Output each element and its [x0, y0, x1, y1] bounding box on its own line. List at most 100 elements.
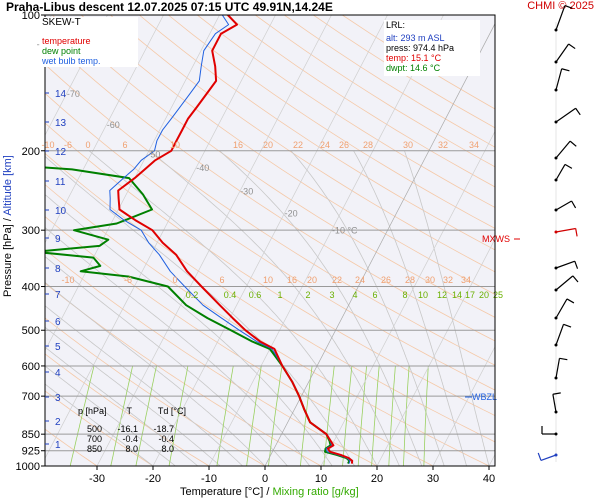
isotherm	[45, 15, 276, 460]
dry-adiabat	[45, 35, 495, 342]
dry-adiabat-label: 20	[263, 140, 273, 150]
mixing-ratio-line	[69, 365, 95, 466]
dry-adiabat	[45, 63, 495, 366]
dry-adiabat-label: -10	[61, 275, 74, 285]
copyright: CHMI © 2025	[527, 0, 594, 12]
table-cell-td: -18.7	[153, 424, 174, 434]
wbzl-marker: WBZL	[472, 392, 497, 402]
y-axis-label: Pressure [hPa] / Altitude [km]	[2, 155, 14, 297]
dry-adiabat-label: 6	[122, 140, 127, 150]
wind-barb-dot	[554, 376, 558, 380]
temperature-curve	[117, 15, 354, 464]
wind-barb-flag	[572, 275, 579, 283]
wind-barb	[555, 43, 570, 63]
y-axis-label-separator: /	[2, 218, 14, 222]
table-cell-td: -0.4	[158, 434, 174, 444]
wind-barb-flag	[552, 392, 561, 395]
wind-barb	[555, 107, 577, 123]
dry-adiabat-label: -6	[124, 275, 132, 285]
y-axis-label-altitude: Altitude [km]	[2, 155, 14, 216]
mixing-ratio-label: 3	[329, 290, 334, 300]
dry-adiabat	[51, 15, 495, 318]
pressure-tick-label: 850	[22, 429, 40, 441]
mixing-ratio-label: 0.2	[186, 290, 199, 300]
dry-adiabat-label: 24	[320, 140, 330, 150]
dry-adiabat-label: 16	[233, 140, 243, 150]
plot-frame	[44, 14, 496, 467]
table-cell-t: -16.1	[117, 424, 138, 434]
dry-adiabat-label: 26	[339, 140, 349, 150]
isotherm-label: -60	[107, 120, 120, 130]
dry-adiabat-label: 34	[461, 275, 471, 285]
wind-barb-flag	[568, 43, 576, 50]
wind-barb	[555, 227, 576, 233]
dry-adiabat-label: 28	[363, 140, 373, 150]
mixing-ratio-line	[371, 365, 380, 466]
mixing-ratio-label: 10	[418, 290, 428, 300]
lrl-title: LRL:	[386, 20, 406, 30]
table-cell-t: -0.4	[122, 434, 138, 444]
altitude-tick-label: 2	[55, 417, 61, 428]
dry-adiabat-label: 26	[381, 275, 391, 285]
temperature-tick-label: 0	[262, 473, 268, 485]
x-axis-label-temperature: Temperature [°C]	[180, 486, 264, 498]
table-row: 500 -16.1 -18.7	[84, 424, 194, 434]
mixing-ratio-line	[423, 365, 429, 466]
dry-adiabat-label: 30	[425, 275, 435, 285]
dry-adiabat-label: 0	[172, 275, 177, 285]
table-row: 850 8.0 8.0	[84, 444, 194, 454]
dry-adiabat	[80, 15, 495, 295]
dry-adiabat-label: 32	[443, 275, 453, 285]
mixing-ratio-line	[110, 365, 133, 466]
wind-barb-flag	[561, 68, 570, 72]
wind-barb-flag	[564, 163, 573, 169]
wind-barb	[555, 358, 561, 379]
table-header-row: p [hPa] T Td [°C]	[78, 406, 194, 416]
isotherm	[45, 15, 220, 352]
header: Praha-Libus descent 12.07.2025 07:15 UTC…	[0, 0, 600, 14]
wind-barb-dot	[554, 432, 558, 436]
altitude-tick-label: 4	[55, 368, 61, 379]
temperature-tick-label: -30	[89, 473, 105, 485]
dew-point-curve	[45, 166, 351, 465]
temperature-tick-label: -20	[145, 473, 161, 485]
dry-adiabat	[139, 15, 495, 251]
mixing-ratio-label: 2	[305, 290, 310, 300]
pressure-tick-label: 100	[22, 10, 40, 22]
x-axis-label-mixing: Mixing ratio [g/kg]	[272, 486, 359, 498]
mixing-ratio-line	[300, 365, 313, 466]
wind-barb-dot	[554, 230, 558, 234]
dry-adiabat-label: 24	[355, 275, 365, 285]
temperature-tick-label: 20	[371, 473, 383, 485]
lrl-dwpt: dwpt: 14.6 °C	[386, 63, 441, 73]
dry-adiabat	[110, 15, 495, 273]
lrl-press: press: 974.4 hPa	[386, 43, 455, 53]
altitude-tick-label: 11	[55, 177, 66, 188]
temperature-tick-label: 10	[315, 473, 327, 485]
isotherm	[152, 15, 388, 466]
mixing-ratio-label: 0.4	[224, 290, 237, 300]
altitude-tick-label: 7	[55, 290, 61, 301]
pressure-tick-label: 200	[22, 146, 40, 158]
wind-barb	[555, 260, 575, 269]
mixing-ratio-line	[268, 365, 283, 466]
moist-adiabat	[45, 383, 154, 466]
sounding-title: Praha-Libus descent 12.07.2025 07:15 UTC…	[6, 0, 333, 14]
x-axis-label-separator: /	[266, 486, 270, 498]
pressure-tick-label: 925	[22, 446, 40, 458]
isotherm-label: -40	[196, 163, 209, 173]
wind-barb	[555, 164, 566, 181]
wind-barb	[555, 298, 568, 319]
dry-adiabat-label: -10	[41, 140, 54, 150]
wind-barb-flag	[575, 228, 578, 237]
wind-barb-dot	[554, 178, 558, 182]
wind-barb-dot	[554, 88, 558, 92]
table-header-td: Td [°C]	[157, 406, 186, 416]
pressure-tick-label: 700	[22, 391, 40, 403]
legend: SKEW-T temperature dew point wet bulb te…	[40, 17, 138, 67]
mixing-ratio-label: 1	[277, 290, 282, 300]
mixing-ratio-label: 12	[437, 290, 447, 300]
mixing-ratio-line	[357, 365, 367, 466]
wind-barb	[555, 140, 571, 159]
altitude-tick-label: 9	[55, 234, 61, 245]
